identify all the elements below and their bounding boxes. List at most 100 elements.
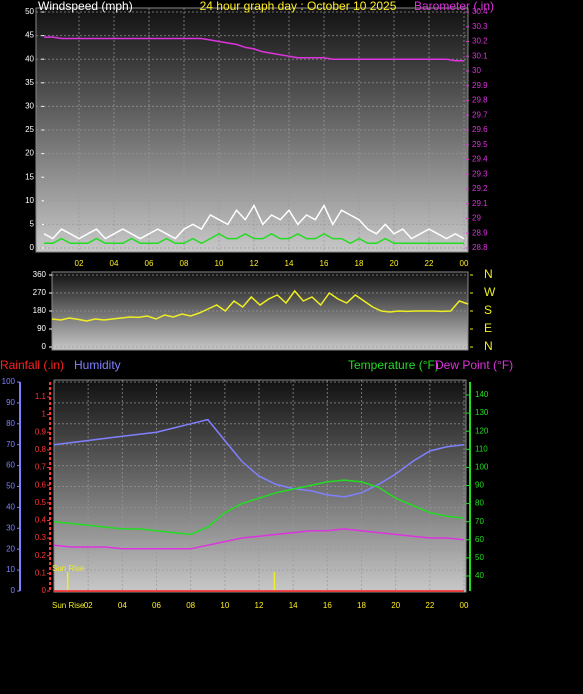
y-tick-label: 10 xyxy=(25,196,34,205)
x-tick-label: 04 xyxy=(110,259,119,268)
y2-tick-label: W xyxy=(484,285,496,299)
series-line xyxy=(44,36,464,62)
y-tick-label: 5 xyxy=(30,220,35,229)
y2-tick-label: 28.9 xyxy=(472,228,488,237)
y3-tick-label: 1.1 xyxy=(35,392,47,401)
y3-tick-label: 0.9 xyxy=(35,427,47,436)
y2-label: Barometer (.in) xyxy=(414,0,494,13)
y2-tick-label: E xyxy=(484,321,492,335)
y-tick-label: 80 xyxy=(6,419,15,428)
y2-tick-label: 30 xyxy=(472,66,481,75)
y2-tick-label: 50 xyxy=(475,553,484,562)
y2-tick-label: 29.5 xyxy=(472,140,488,149)
x-tick-label: 10 xyxy=(215,259,224,268)
y-tick-label: 20 xyxy=(6,544,15,553)
y2-tick-label: 29 xyxy=(472,214,481,223)
x-tick-label: 14 xyxy=(289,601,298,610)
x-tick-label: 14 xyxy=(285,259,294,268)
legend-label: Temperature (°F) xyxy=(348,358,439,372)
y2-tick-label: 80 xyxy=(475,499,484,508)
x-tick-label: 00 xyxy=(460,259,469,268)
y-tick-label: 30 xyxy=(25,102,34,111)
y-tick-label: 20 xyxy=(25,149,34,158)
y-tick-label: 45 xyxy=(25,31,34,40)
y2-tick-label: 29.1 xyxy=(472,199,488,208)
y-tick-label: 30 xyxy=(6,523,15,532)
y2-tick-label: 110 xyxy=(475,444,488,453)
y2-tick-label: 90 xyxy=(475,481,484,490)
y3-tick-label: 0.1 xyxy=(35,568,47,577)
y2-tick-label: 40 xyxy=(475,571,484,580)
y-tick-label: 40 xyxy=(25,54,34,63)
y-tick-label: 70 xyxy=(6,440,15,449)
y2-tick-label: S xyxy=(484,303,492,317)
x-tick-label: 02 xyxy=(84,601,93,610)
y2-tick-label: 30.3 xyxy=(472,22,488,31)
series-line xyxy=(53,479,465,536)
series-line xyxy=(53,528,465,550)
legend-label: Dew Point (°F) xyxy=(435,358,513,372)
x-tick-label: 16 xyxy=(323,601,332,610)
y-tick-label: 10 xyxy=(6,565,15,574)
x-tick-label: 08 xyxy=(186,601,195,610)
x-tick-label: 04 xyxy=(118,601,127,610)
y2-tick-label: 130 xyxy=(475,408,489,417)
y2-tick-label: 29.9 xyxy=(472,81,488,90)
y-tick-label: 90 xyxy=(6,398,15,407)
y2-tick-label: 30.1 xyxy=(472,51,488,60)
x-tick-label: 12 xyxy=(255,601,264,610)
y-tick-label: 0 xyxy=(11,586,16,595)
series-line xyxy=(51,289,469,322)
y-tick-label: 15 xyxy=(25,172,34,181)
y2-tick-label: 120 xyxy=(475,426,489,435)
y2-tick-label: 28.8 xyxy=(472,243,488,252)
y2-tick-label: 100 xyxy=(475,463,489,472)
y2-tick-label: 29.8 xyxy=(472,96,488,105)
y3-tick-label: 0.8 xyxy=(35,445,47,454)
y-tick-label: 40 xyxy=(6,503,15,512)
y-label: Windspeed (mph) xyxy=(38,0,133,13)
x-tick-label: 20 xyxy=(391,601,400,610)
y-tick-label: 360 xyxy=(33,270,47,279)
x-tick-label: 12 xyxy=(250,259,259,268)
y-tick-label: 50 xyxy=(6,482,15,491)
x-tick-label: 02 xyxy=(75,259,84,268)
x-tick-label: 22 xyxy=(425,259,434,268)
x-tick-label: 10 xyxy=(220,601,229,610)
y-tick-label: 270 xyxy=(33,288,47,297)
y3-tick-label: 0.3 xyxy=(35,533,47,542)
y3-tick-label: 0.4 xyxy=(35,516,47,525)
series-line xyxy=(53,418,465,498)
annotation: Sun Rise xyxy=(52,564,85,573)
x-tick-label: 06 xyxy=(152,601,161,610)
x-axis-annotation: Sun Rise xyxy=(52,601,85,610)
y2-tick-label: 29.7 xyxy=(472,110,488,119)
y2-tick-label: 60 xyxy=(475,535,484,544)
y2-tick-label: 29.6 xyxy=(472,125,488,134)
y-tick-label: 25 xyxy=(25,125,34,134)
x-tick-label: 00 xyxy=(460,601,469,610)
y-tick-label: 35 xyxy=(25,78,34,87)
x-tick-label: 22 xyxy=(425,601,434,610)
x-tick-label: 16 xyxy=(320,259,329,268)
y3-tick-label: 1 xyxy=(42,410,47,419)
y2-tick-label: 29.2 xyxy=(472,184,488,193)
y-tick-label: 60 xyxy=(6,461,15,470)
y-tick-label: 0 xyxy=(42,342,47,351)
y2-tick-label: 140 xyxy=(475,390,489,399)
y2-tick-label: N xyxy=(484,339,493,353)
y3-tick-label: 0.6 xyxy=(35,480,47,489)
x-tick-label: 18 xyxy=(355,259,364,268)
y-tick-label: 100 xyxy=(2,377,16,386)
x-tick-label: 20 xyxy=(390,259,399,268)
y3-tick-label: 0 xyxy=(42,586,47,595)
series-line xyxy=(44,232,464,245)
y-tick-label: 0 xyxy=(30,243,35,252)
y-tick-label: 180 xyxy=(33,306,47,315)
y3-tick-label: 0.2 xyxy=(35,551,47,560)
title: 24 hour graph day : October 10 2025 xyxy=(200,0,397,13)
y2-tick-label: 29.3 xyxy=(472,169,488,178)
y-tick-label: 90 xyxy=(37,324,46,333)
